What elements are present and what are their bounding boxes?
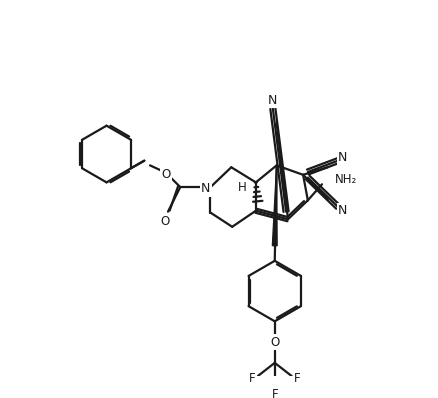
Text: N: N xyxy=(201,183,210,195)
Text: O: O xyxy=(162,168,171,181)
Text: O: O xyxy=(160,215,170,228)
Text: N: N xyxy=(338,204,347,217)
Text: N: N xyxy=(268,94,278,107)
Text: NH₂: NH₂ xyxy=(335,173,357,186)
Text: F: F xyxy=(294,373,301,385)
Polygon shape xyxy=(272,166,277,246)
Text: F: F xyxy=(272,388,278,398)
Text: F: F xyxy=(249,373,255,385)
Text: N: N xyxy=(338,151,347,164)
Text: H: H xyxy=(238,181,247,193)
Text: O: O xyxy=(270,336,279,349)
